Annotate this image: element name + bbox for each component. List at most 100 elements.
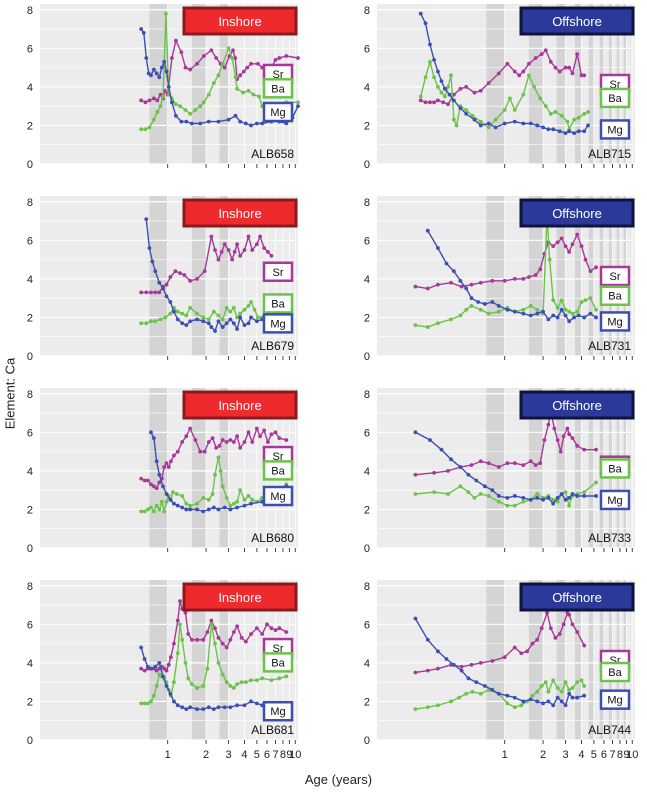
- data-point-sr: [269, 432, 274, 437]
- data-point-mg: [168, 691, 173, 696]
- data-point-sr: [521, 69, 526, 74]
- data-point-sr: [144, 290, 149, 295]
- data-point-ba: [451, 117, 456, 122]
- data-point-ba: [249, 678, 253, 683]
- data-point-ba: [446, 492, 450, 496]
- data-point-sr: [226, 248, 231, 252]
- legend-label-sr: Sr: [610, 271, 621, 283]
- data-point-sr: [139, 476, 144, 481]
- data-point-mg: [201, 509, 206, 514]
- data-point-sr: [139, 290, 144, 295]
- data-point-sr: [551, 244, 556, 249]
- data-point-sr: [512, 69, 517, 74]
- data-point-ba: [171, 490, 175, 494]
- data-point-ba: [551, 678, 556, 683]
- data-point-sr: [209, 234, 214, 239]
- data-point-ba: [220, 672, 225, 677]
- data-point-mg: [249, 315, 253, 320]
- legend-label-sr: Sr: [273, 451, 284, 463]
- annual-band: [149, 580, 168, 740]
- data-point-sr: [190, 637, 194, 642]
- data-point-ba: [570, 311, 575, 316]
- data-point-sr: [512, 276, 517, 281]
- data-point-ba: [184, 313, 189, 318]
- data-point-ba: [220, 484, 225, 489]
- data-point-sr: [559, 236, 564, 241]
- data-point-mg: [238, 315, 243, 320]
- data-point-mg: [190, 121, 194, 126]
- habitat-badge: [182, 6, 298, 36]
- data-point-mg: [249, 699, 253, 704]
- data-point-ba: [528, 303, 533, 308]
- data-point-sr: [284, 438, 289, 442]
- legend-box-mg: [262, 485, 294, 507]
- data-point-mg: [535, 123, 540, 128]
- data-point-ba: [145, 701, 150, 706]
- legend-label-ba: Ba: [608, 667, 622, 679]
- data-point-ba: [486, 125, 491, 130]
- data-point-ba: [149, 699, 153, 704]
- data-point-ba: [478, 492, 483, 496]
- data-point-sr: [235, 242, 239, 247]
- legend-label-ba: Ba: [271, 83, 285, 95]
- x-tick-label: 5: [591, 749, 597, 761]
- data-point-ba: [446, 84, 450, 89]
- data-point-ba: [579, 678, 584, 683]
- data-point-sr: [538, 461, 543, 466]
- annual-band: [588, 388, 594, 548]
- data-point-mg: [567, 319, 572, 324]
- data-point-mg: [474, 478, 479, 483]
- data-point-ba: [442, 94, 447, 99]
- y-tick-label: 0: [27, 543, 33, 555]
- data-point-sr: [188, 278, 193, 283]
- data-point-sr: [213, 626, 217, 631]
- data-point-mg: [575, 494, 580, 498]
- data-point-sr: [254, 242, 259, 247]
- data-point-sr: [220, 438, 225, 442]
- habitat-badge: [182, 198, 298, 228]
- data-point-sr: [555, 438, 560, 442]
- data-point-sr: [209, 48, 214, 53]
- data-point-sr: [139, 98, 144, 103]
- data-point-sr: [413, 284, 418, 289]
- data-point-sr: [472, 90, 477, 95]
- data-point-sr: [553, 635, 558, 640]
- data-point-ba: [188, 111, 193, 116]
- data-point-sr: [575, 443, 580, 448]
- data-point-mg: [535, 495, 540, 500]
- data-point-ba: [195, 501, 199, 506]
- data-point-sr: [213, 248, 217, 252]
- x-tick-label: 2: [540, 749, 546, 761]
- panel-alb679: 0 2 4 6 8 Inshore Sr Ba Mg ALB679: [27, 196, 298, 363]
- data-point-ba: [559, 298, 564, 302]
- data-point-ba: [145, 507, 150, 512]
- y-tick-label: 8: [27, 5, 33, 17]
- annual-band: [191, 388, 207, 548]
- data-point-ba: [582, 111, 587, 116]
- data-point-sr: [186, 632, 191, 636]
- data-point-sr: [224, 645, 229, 650]
- data-point-sr: [567, 250, 572, 254]
- data-point-ba: [188, 503, 193, 508]
- data-point-sr: [195, 637, 199, 642]
- annual-band: [556, 4, 566, 164]
- data-point-ba: [180, 311, 185, 316]
- data-point-ba: [432, 75, 436, 80]
- data-point-ba: [239, 680, 244, 685]
- data-point-sr: [254, 426, 259, 431]
- data-point-ba: [235, 86, 239, 91]
- data-point-mg: [254, 319, 259, 324]
- data-point-sr: [449, 280, 453, 285]
- data-point-mg: [493, 125, 498, 130]
- y-tick-label: 4: [27, 658, 33, 670]
- data-point-sr: [149, 290, 153, 295]
- data-point-ba: [183, 108, 188, 112]
- data-point-ba: [164, 499, 169, 504]
- panel-alb715: 0 2 4 6 8 Offshore Sr Ba Mg ALB715: [364, 4, 635, 171]
- data-point-ba: [233, 75, 238, 80]
- data-point-mg: [528, 121, 533, 126]
- legend-label-ba: Ba: [271, 465, 285, 477]
- data-point-mg: [184, 707, 189, 712]
- data-point-ba: [449, 73, 453, 78]
